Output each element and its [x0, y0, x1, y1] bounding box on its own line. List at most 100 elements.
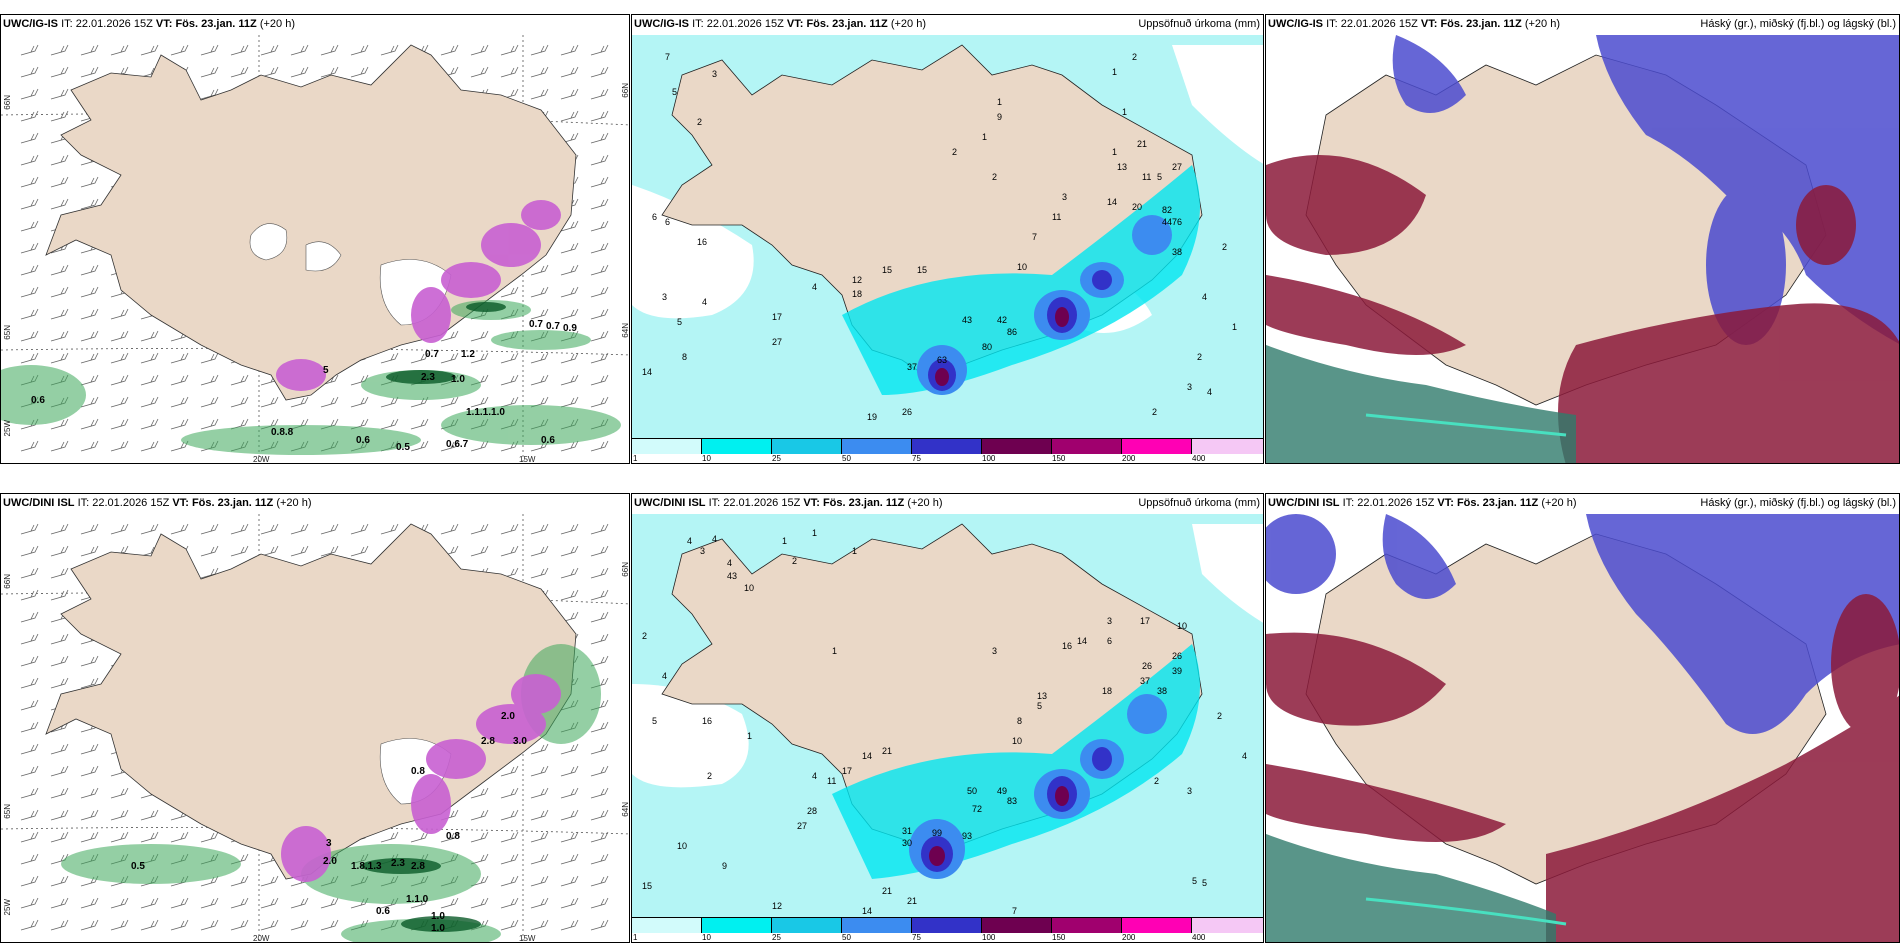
svg-text:93: 93: [962, 831, 972, 841]
wind-barb: [560, 308, 579, 320]
svg-text:12: 12: [852, 275, 862, 285]
wind-barb: [470, 897, 489, 909]
wind-barb: [590, 523, 609, 535]
svg-text:0.6.7: 0.6.7: [446, 439, 469, 450]
wind-barb: [170, 352, 189, 364]
wind-barb: [80, 198, 99, 210]
svg-text:86: 86: [1007, 327, 1017, 337]
wind-barb: [20, 66, 39, 78]
wind-barb: [80, 66, 99, 78]
svg-text:17: 17: [772, 312, 782, 322]
wind-barb: [20, 523, 39, 535]
wind-barb: [590, 545, 609, 557]
wind-barb: [110, 809, 129, 821]
colorbar-swatch: [912, 918, 982, 933]
svg-text:80: 80: [982, 342, 992, 352]
snow-areas: [276, 200, 561, 391]
wind-barb: [200, 897, 219, 909]
wind-barb: [500, 396, 519, 408]
svg-text:11: 11: [1052, 212, 1061, 222]
svg-text:4: 4: [687, 536, 692, 546]
wind-barb: [560, 374, 579, 386]
panel-header: UWC/IG-IS IT: 22.01.2026 15Z VT: Fös. 23…: [1268, 18, 1561, 30]
wind-barb: [20, 853, 39, 865]
wind-barb: [20, 220, 39, 232]
wind-barb: [590, 374, 609, 386]
svg-text:43: 43: [727, 571, 737, 581]
svg-text:27: 27: [797, 821, 807, 831]
wind-precip-map: 0.5 3 2.0 1.8.1.3 2.3 2.8 1.1.0 1.0 0.6 …: [1, 514, 629, 942]
map-panel-ig-is-clouds: UWC/IG-IS IT: 22.01.2026 15Z VT: Fös. 23…: [1265, 14, 1900, 464]
wind-barb: [470, 875, 489, 887]
wind-barb: [470, 853, 489, 865]
wind-barb: [50, 308, 69, 320]
wind-barb: [440, 831, 459, 843]
wind-barb: [470, 66, 489, 78]
wind-barb: [80, 330, 99, 342]
wind-barb: [560, 567, 579, 579]
svg-text:2: 2: [992, 172, 997, 182]
svg-text:1.0: 1.0: [431, 911, 445, 922]
wind-barb: [350, 44, 369, 56]
wind-barb: [50, 88, 69, 100]
wind-barb: [590, 264, 609, 276]
map-panel-ig-is-wind-snow: UWC/IG-IS IT: 22.01.2026 15Z VT: Fös. 23…: [0, 14, 630, 464]
panel-title: Háský (gr.), miðský (fj.bl.) og lágský (…: [1700, 18, 1896, 30]
panel-title: Uppsöfnuð úrkoma (mm): [1138, 18, 1260, 30]
svg-text:42: 42: [997, 315, 1007, 325]
colorbar-swatch: [772, 439, 842, 454]
wind-barb: [590, 875, 609, 887]
colorbar-swatch: [702, 439, 772, 454]
wind-barb: [230, 66, 249, 78]
svg-text:3: 3: [712, 69, 717, 79]
wind-barb: [200, 44, 219, 56]
svg-text:19: 19: [867, 412, 877, 422]
svg-text:28: 28: [807, 806, 817, 816]
wind-barb: [20, 919, 39, 931]
svg-text:14: 14: [1107, 197, 1117, 207]
svg-text:2: 2: [707, 771, 712, 781]
wind-barb: [350, 66, 369, 78]
wind-barb: [530, 743, 549, 755]
wind-barb: [80, 440, 99, 452]
wind-barb: [20, 176, 39, 188]
svg-text:1: 1: [852, 546, 857, 556]
precip-map: 7 5 3 2 6 6 16 3 4 5 8 14 27 17 4 12 18 …: [632, 35, 1263, 441]
svg-text:20: 20: [1132, 202, 1142, 212]
wind-barb: [50, 44, 69, 56]
wind-barb: [470, 396, 489, 408]
wind-barb: [20, 699, 39, 711]
wind-barb: [470, 352, 489, 364]
wind-barb: [80, 809, 99, 821]
wind-barb: [500, 523, 519, 535]
wind-barb: [80, 523, 99, 535]
svg-text:2.8: 2.8: [481, 736, 495, 747]
colorbar-label: 25: [772, 454, 781, 463]
colorbar-label: 100: [982, 454, 996, 463]
wind-barb: [140, 919, 159, 931]
wind-barb: [560, 897, 579, 909]
precip-colorbar: 1 10 25 50 75 100 150 200 400: [632, 917, 1263, 942]
wind-barb: [110, 897, 129, 909]
wind-barb: [50, 831, 69, 843]
precip-colorbar: 1 10 25 50 75 100 150 200 400: [632, 438, 1263, 463]
wind-barb: [590, 242, 609, 254]
wind-barb: [560, 809, 579, 821]
lat-label: 65N: [3, 804, 12, 819]
wind-barb: [590, 330, 609, 342]
wind-barb: [140, 374, 159, 386]
svg-text:4: 4: [1242, 751, 1247, 761]
svg-text:5: 5: [1192, 876, 1197, 886]
wind-barb: [530, 352, 549, 364]
svg-text:15: 15: [642, 881, 652, 891]
svg-text:82: 82: [1162, 205, 1172, 215]
svg-text:1: 1: [982, 132, 987, 142]
wind-barb: [230, 44, 249, 56]
panel-title: Háský (gr.), miðský (fj.bl.) og lágský (…: [1700, 497, 1896, 509]
svg-text:7: 7: [1032, 232, 1037, 242]
wind-barb: [20, 567, 39, 579]
colorbar-label: 400: [1192, 933, 1206, 942]
colorbar-label: 1: [633, 933, 638, 942]
wind-barb: [50, 66, 69, 78]
wind-barb: [590, 589, 609, 601]
